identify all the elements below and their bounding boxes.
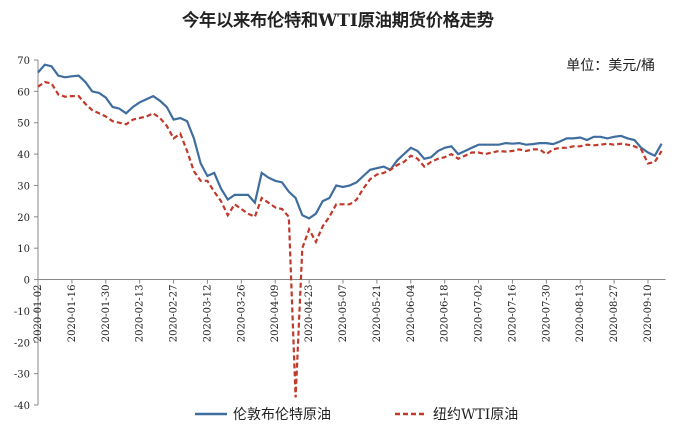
x-tick-label: 2020-08-13 <box>575 285 586 343</box>
legend-label: 纽约WTI原油 <box>433 407 518 423</box>
x-tick-label: 2020-07-16 <box>507 285 518 343</box>
x-tick-label: 2020-06-04 <box>406 285 417 343</box>
y-tick-label: 20 <box>17 213 30 224</box>
y-tick-label: -10 <box>14 307 30 318</box>
x-tick-label: 2020-05-21 <box>372 285 383 343</box>
y-tick-label: 30 <box>17 181 30 192</box>
unit-note: 单位：美元/桶 <box>566 58 655 74</box>
x-tick-label: 2020-07-02 <box>474 285 485 343</box>
y-tick-label: -20 <box>14 338 30 349</box>
x-tick-label: 2020-02-13 <box>135 285 146 343</box>
x-tick-label: 2020-01-30 <box>101 285 112 343</box>
x-tick-label: 2020-07-30 <box>541 285 552 343</box>
series-line <box>37 80 663 398</box>
y-tick-label: 0 <box>24 276 30 287</box>
y-tick-label: 60 <box>17 87 30 98</box>
x-tick-label: 2020-06-18 <box>440 285 451 343</box>
y-tick-label: -40 <box>14 401 30 412</box>
x-tick-label: 2020-09-10 <box>643 285 654 343</box>
y-tick-label: 50 <box>17 119 30 130</box>
x-tick-label: 2020-02-27 <box>169 285 180 343</box>
y-tick-label: 40 <box>17 150 30 161</box>
x-tick-label: 2020-08-27 <box>609 285 620 343</box>
x-tick-label: 2020-03-12 <box>202 285 213 343</box>
series-line <box>37 63 663 220</box>
chart-title: 今年以来布伦特和WTI原油期货价格走势 <box>182 10 494 31</box>
legend-label: 伦敦布伦特原油 <box>233 407 331 423</box>
x-tick-label: 2020-01-16 <box>67 285 78 343</box>
x-tick-label: 2020-01-02 <box>33 285 44 343</box>
y-tick-label: 10 <box>17 244 30 255</box>
x-tick-label: 2020-05-07 <box>338 285 349 343</box>
x-tick-label: 2020-04-23 <box>304 285 315 343</box>
y-tick-label: 70 <box>17 56 30 67</box>
y-tick-label: -30 <box>14 370 30 381</box>
x-tick-label: 2020-03-26 <box>236 285 247 343</box>
x-tick-label: 2020-04-09 <box>270 285 281 343</box>
